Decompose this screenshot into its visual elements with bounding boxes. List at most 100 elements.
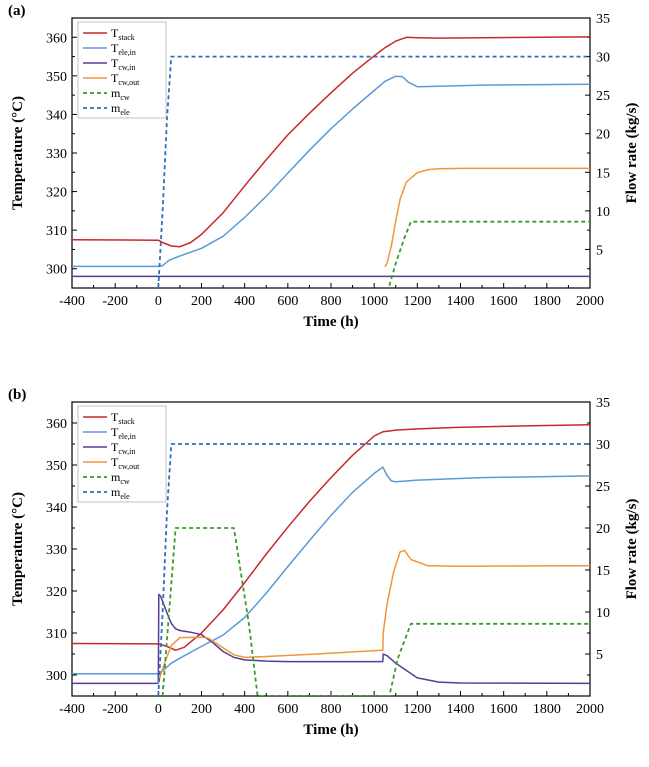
series-group <box>72 423 590 696</box>
x-tick-label: 200 <box>191 702 212 717</box>
legend-label: Tele,in <box>111 41 136 57</box>
y-tick-label: 330 <box>46 147 67 162</box>
legend-label: Tcw,out <box>111 71 140 87</box>
legend-label: Tcw,in <box>111 440 135 456</box>
y2-tick-label: 10 <box>596 606 610 621</box>
y2-tick-label: 25 <box>596 480 610 495</box>
legend-label: Tstack <box>111 410 135 426</box>
x-tick-label: 800 <box>321 294 342 309</box>
panel-label: (a) <box>8 3 26 19</box>
x-tick-label: 600 <box>277 702 298 717</box>
legend-label-subscript: ele,in <box>118 48 136 57</box>
legend-label-base: m <box>111 485 121 499</box>
legend-label: Tele,in <box>111 425 136 441</box>
y-tick-label: 320 <box>46 585 67 600</box>
y2-tick-label: 5 <box>596 648 603 663</box>
series-line-t-ele-in <box>72 75 590 268</box>
y2-tick-label: 15 <box>596 166 610 181</box>
x-tick-label: 200 <box>191 294 212 309</box>
y-tick-label: 330 <box>46 543 67 558</box>
legend-label-subscript: cw,in <box>118 447 135 456</box>
legend-label-base: T <box>111 410 119 424</box>
series-group <box>72 36 590 288</box>
x-axis-title: Time (h) <box>303 722 358 738</box>
legend-label: mele <box>111 485 130 501</box>
legend-label-subscript: cw <box>120 93 130 102</box>
y-tick-label: 350 <box>46 70 67 85</box>
series-line-m-ele <box>157 55 590 288</box>
y-tick-label: 350 <box>46 459 67 474</box>
x-tick-label: 800 <box>321 702 342 717</box>
y-tick-label: 300 <box>46 669 67 684</box>
x-tick-label: -400 <box>59 702 85 717</box>
y2-tick-label: 25 <box>596 89 610 104</box>
panel-label: (b) <box>8 387 26 403</box>
y-tick-label: 340 <box>46 108 67 123</box>
legend-label-subscript: cw,out <box>118 462 140 471</box>
y2-tick-label: 30 <box>596 51 610 66</box>
y2-tick-label: 15 <box>596 564 610 579</box>
series-line-t-ele-in <box>72 466 590 675</box>
y2-tick-label: 5 <box>596 243 603 258</box>
series-line-m-ele <box>157 443 590 696</box>
x-tick-label: 2000 <box>576 294 604 309</box>
x-tick-label: -200 <box>102 294 128 309</box>
legend-label-subscript: cw <box>120 477 130 486</box>
y-axis-title: Temperature (°C) <box>10 492 26 606</box>
legend-label-subscript: stack <box>118 33 134 42</box>
y2-tick-label: 20 <box>596 128 610 143</box>
x-tick-label: -400 <box>59 294 85 309</box>
y2-axis-title: Flow rate (kg/s) <box>624 103 640 204</box>
y-tick-label: 310 <box>46 224 67 239</box>
x-tick-label: 1000 <box>360 702 388 717</box>
y-tick-label: 360 <box>46 417 67 432</box>
x-tick-label: -200 <box>102 702 128 717</box>
legend-label: mcw <box>111 86 130 102</box>
y-tick-label: 360 <box>46 31 67 46</box>
x-tick-label: 1400 <box>447 294 475 309</box>
legend-label-base: T <box>111 440 119 454</box>
series-line-m-cw <box>161 527 590 696</box>
x-tick-label: 0 <box>155 294 162 309</box>
chart-panel-2: (b) -400 -200 0 200 400 600 800 1000 1200 1400 1600… <box>8 387 640 738</box>
x-tick-label: 1600 <box>490 294 518 309</box>
x-tick-label: 1400 <box>447 702 475 717</box>
y-tick-label: 340 <box>46 501 67 516</box>
y-axis-title: Temperature (°C) <box>10 96 26 210</box>
y-tick-label: 320 <box>46 186 67 201</box>
x-tick-label: 1600 <box>490 702 518 717</box>
legend-label-base: m <box>111 101 121 115</box>
x-tick-label: 400 <box>234 294 255 309</box>
legend-label: mcw <box>111 470 130 486</box>
legend-label-subscript: stack <box>118 417 134 426</box>
legend-label-base: m <box>111 470 121 484</box>
series-line-t-cw-out <box>157 549 590 684</box>
x-axis-title: Time (h) <box>303 314 358 330</box>
x-tick-label: 400 <box>234 702 255 717</box>
series-line-m-cw <box>388 220 590 286</box>
legend-label: Tcw,in <box>111 56 135 72</box>
y2-tick-label: 35 <box>596 396 610 411</box>
series-line-t-cw-in <box>72 593 590 685</box>
legend-label-base: T <box>111 425 119 439</box>
y-tick-label: 300 <box>46 263 67 278</box>
x-tick-label: 600 <box>277 294 298 309</box>
legend-label-base: m <box>111 86 121 100</box>
legend-box <box>77 405 167 503</box>
y2-tick-label: 10 <box>596 205 610 220</box>
legend-label-base: T <box>111 41 119 55</box>
x-tick-label: 1800 <box>533 702 561 717</box>
legend-label-subscript: ele,in <box>118 432 136 441</box>
y2-tick-label: 20 <box>596 522 610 537</box>
x-tick-label: 1800 <box>533 294 561 309</box>
legend-label-subscript: ele <box>120 492 130 501</box>
x-tick-label: 1200 <box>403 294 431 309</box>
legend-label: mele <box>111 101 130 117</box>
legend-label-subscript: ele <box>120 108 130 117</box>
series-line-t-cw-out <box>384 167 590 268</box>
legend-box <box>77 21 167 119</box>
legend-label-subscript: cw,out <box>118 78 140 87</box>
